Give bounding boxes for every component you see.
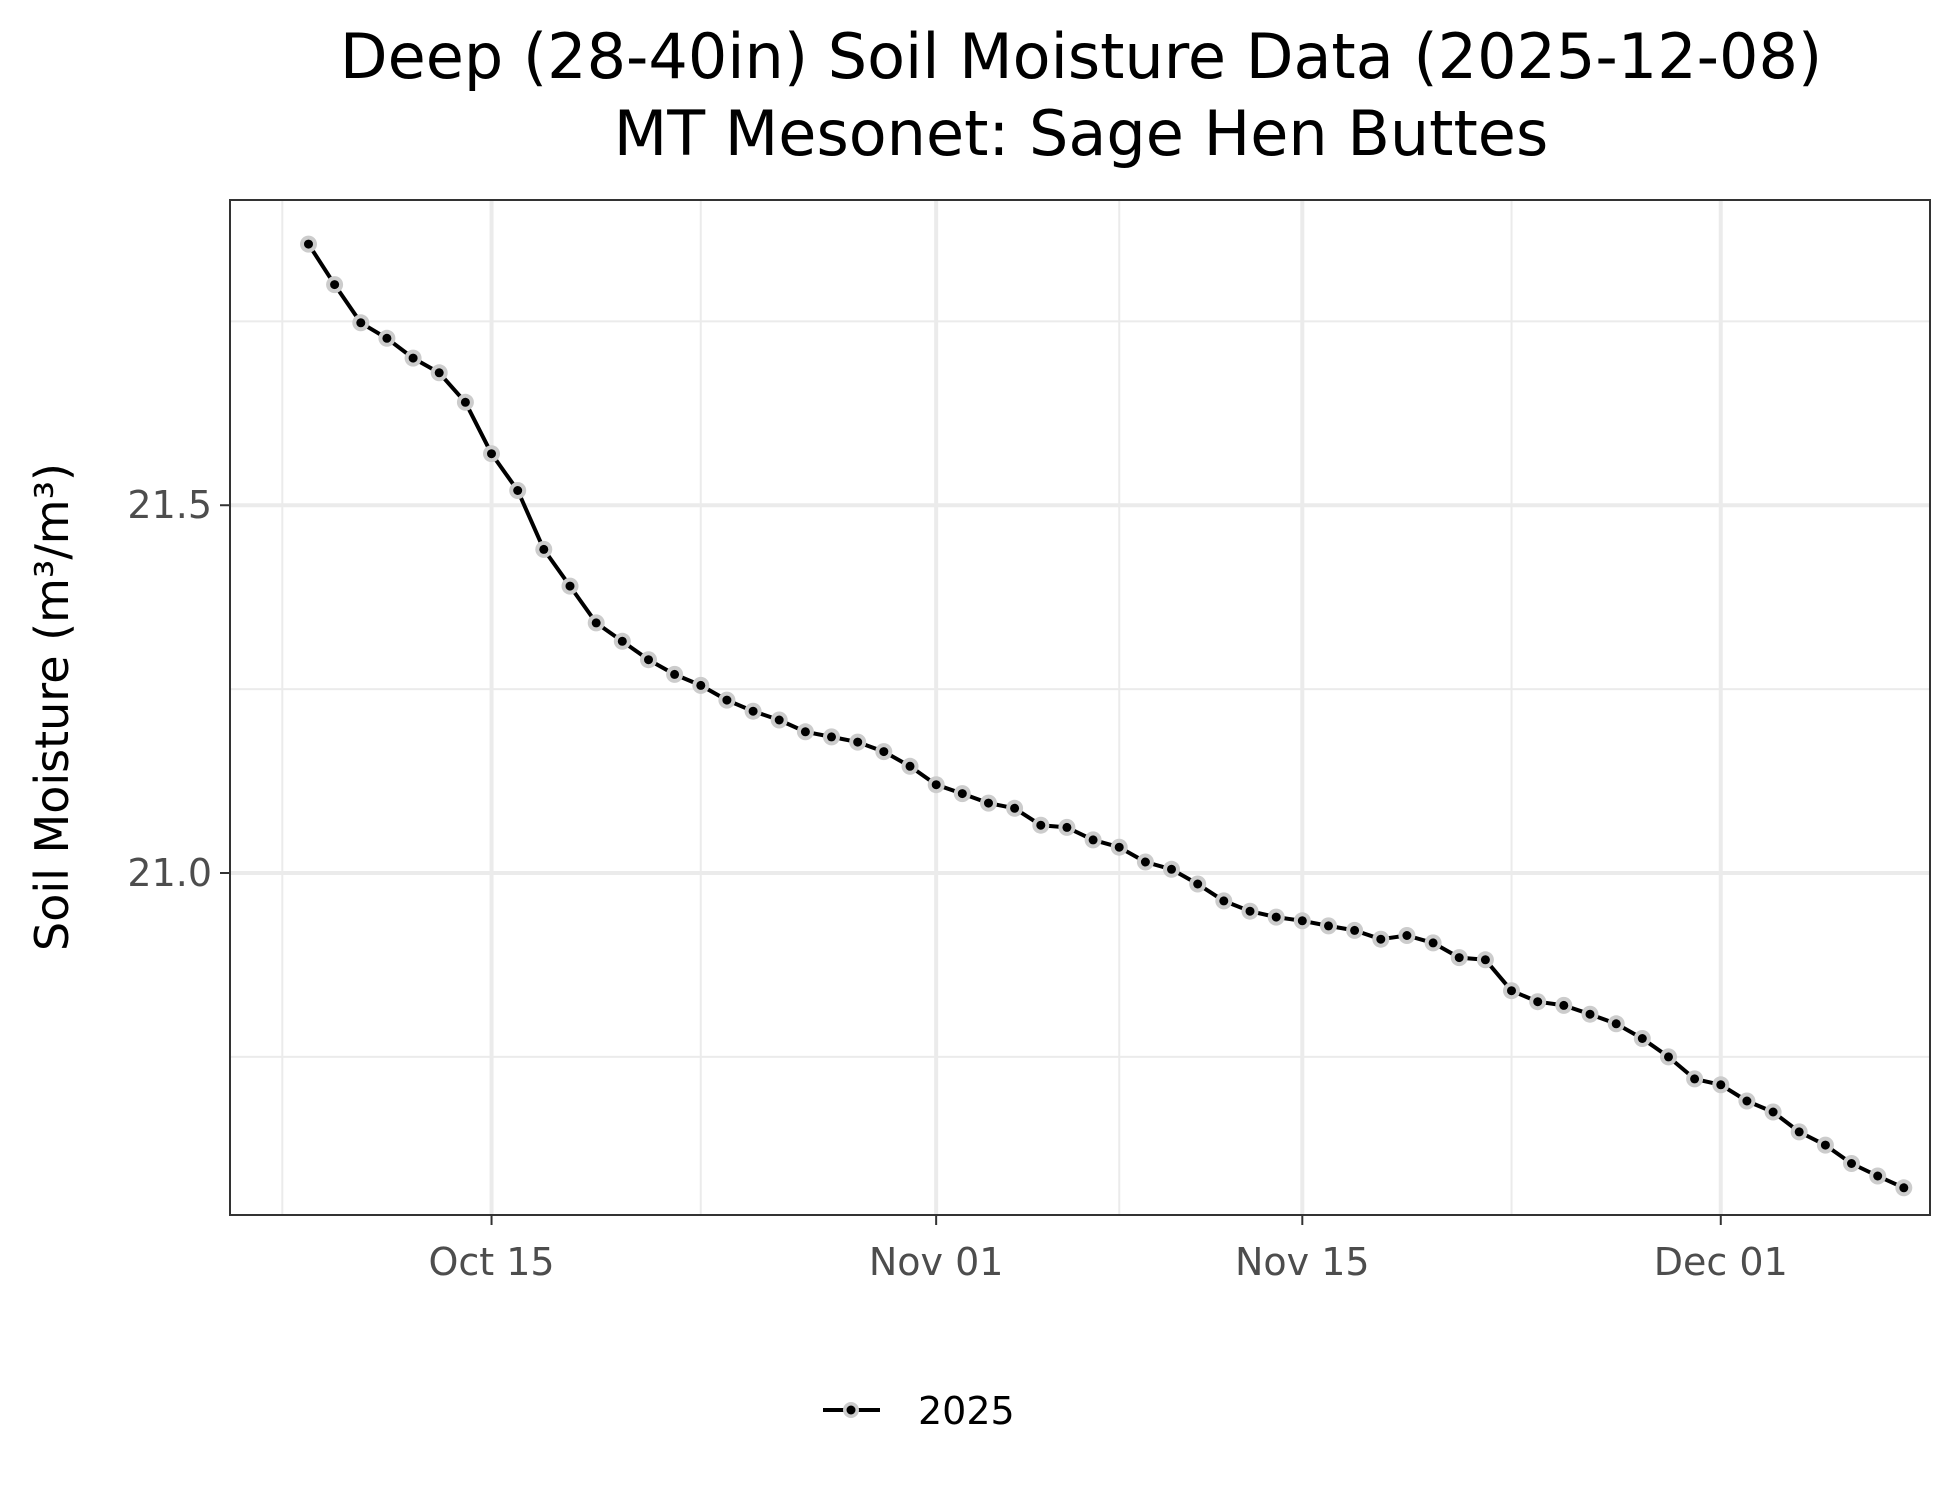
y-tick-label: 21.5	[127, 483, 212, 527]
x-axis: Oct 15 Nov 01 Nov 15 Dec 01	[428, 1215, 1788, 1284]
data-point	[696, 680, 706, 690]
data-point	[1454, 953, 1464, 963]
data-point	[1219, 896, 1229, 906]
y-axis: 21.0 21.5	[127, 483, 230, 895]
data-point	[984, 798, 993, 808]
data-point	[1010, 803, 1020, 813]
data-point	[931, 780, 941, 790]
data-point	[460, 397, 470, 407]
data-point	[487, 449, 496, 459]
data-point	[434, 368, 444, 378]
data-point	[1114, 842, 1124, 852]
data-point	[957, 789, 967, 799]
data-point	[1428, 938, 1438, 948]
data-point	[1140, 857, 1150, 867]
data-point	[1271, 912, 1281, 922]
data-point	[591, 618, 601, 628]
data-point	[1559, 1000, 1569, 1010]
data-point	[853, 737, 863, 747]
plot-area	[229, 199, 1931, 1216]
data-point	[827, 732, 836, 742]
data-point	[748, 706, 758, 716]
x-tick-label: Dec 01	[1654, 1240, 1788, 1284]
y-axis-title: Soil Moisture (m³/m³)	[25, 463, 79, 951]
data-point	[1637, 1034, 1647, 1043]
data-point	[382, 333, 392, 343]
data-point	[1533, 997, 1543, 1007]
data-point	[1899, 1183, 1909, 1193]
data-point	[1585, 1009, 1595, 1019]
legend: 2025	[823, 1389, 1015, 1433]
data-point	[1690, 1074, 1700, 1084]
chart-subtitle: MT Mesonet: Sage Hen Buttes	[614, 97, 1549, 170]
series-layer	[300, 235, 1913, 1197]
data-point	[644, 655, 653, 665]
data-point	[1480, 955, 1490, 965]
x-tick-label: Nov 15	[1235, 1240, 1370, 1284]
data-point	[1847, 1159, 1856, 1168]
data-point	[539, 544, 549, 554]
data-point	[330, 280, 340, 290]
data-point	[1768, 1107, 1778, 1117]
chart-title: Deep (28-40in) Soil Moisture Data (2025-…	[340, 20, 1822, 93]
data-point	[1167, 864, 1176, 874]
data-point	[722, 695, 732, 705]
data-point	[356, 318, 366, 328]
data-point	[1062, 822, 1072, 832]
data-point	[1036, 820, 1046, 830]
data-point	[1507, 986, 1516, 996]
data-point	[1873, 1171, 1883, 1181]
data-point	[1716, 1080, 1726, 1090]
data-point	[1376, 934, 1386, 944]
data-point	[304, 239, 313, 249]
data-point	[1193, 879, 1203, 889]
data-point	[513, 486, 523, 495]
plot-panel-background	[230, 200, 1930, 1215]
data-point	[1742, 1096, 1752, 1106]
data-point	[800, 727, 810, 737]
data-point	[1088, 835, 1098, 845]
data-point	[670, 669, 680, 679]
data-point	[408, 353, 418, 363]
data-point	[1664, 1052, 1673, 1062]
data-point	[1324, 921, 1333, 931]
data-point	[1820, 1140, 1830, 1150]
data-point	[617, 636, 627, 646]
data-point	[1297, 916, 1307, 926]
x-tick-label: Oct 15	[428, 1240, 554, 1284]
y-tick-label: 21.0	[127, 851, 212, 895]
data-point	[879, 747, 889, 757]
legend-marker	[846, 1405, 856, 1415]
data-point	[1794, 1127, 1804, 1137]
data-point	[1245, 906, 1255, 916]
data-point	[1350, 925, 1360, 935]
plot-panel-border	[229, 199, 1931, 1216]
major-gridlines	[230, 200, 1930, 1215]
data-point	[1402, 931, 1412, 940]
data-point	[1611, 1019, 1621, 1029]
data-point	[905, 761, 915, 771]
data-point	[774, 715, 784, 725]
x-tick-label: Nov 01	[869, 1240, 1004, 1284]
legend-label-2025: 2025	[918, 1389, 1015, 1433]
data-point	[565, 581, 575, 591]
